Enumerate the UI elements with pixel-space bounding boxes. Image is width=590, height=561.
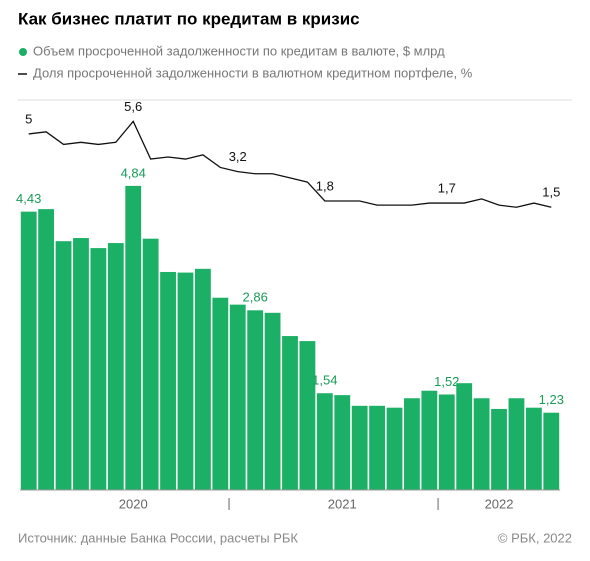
- bar: [543, 412, 560, 490]
- x-tick-label: 2021: [328, 496, 357, 511]
- line: [28, 120, 552, 208]
- bar: [316, 393, 333, 490]
- bar-label: 4,43: [16, 191, 41, 206]
- bar: [334, 395, 351, 490]
- bar: [421, 390, 438, 490]
- bar: [125, 185, 142, 491]
- bar: [299, 341, 316, 490]
- bar: [160, 271, 176, 490]
- bar: [177, 272, 194, 490]
- bar: [282, 336, 298, 490]
- bar: [142, 238, 159, 490]
- line-label: 1,8: [316, 178, 334, 193]
- bar-label: 1,23: [539, 392, 564, 407]
- bar: [107, 243, 124, 490]
- bar: [491, 408, 507, 490]
- bar: [38, 209, 55, 490]
- bar: [194, 268, 211, 490]
- chart-title: Как бизнес платит по кредитам в кризис: [18, 9, 360, 28]
- line-label: 1,5: [542, 185, 560, 200]
- bar: [264, 312, 281, 490]
- copyright: © РБК, 2022: [498, 530, 572, 545]
- x-tick-label: 2022: [485, 496, 514, 511]
- legend-label: Доля просроченной задолженности в валютн…: [33, 65, 473, 80]
- bar: [525, 407, 542, 490]
- bar: [369, 405, 386, 490]
- legend-label: Объем просроченной задолженности по кред…: [33, 43, 445, 58]
- bar: [247, 310, 264, 490]
- bar: [73, 238, 89, 490]
- bar-label: 1,52: [434, 374, 459, 389]
- line-label: 5: [25, 111, 32, 126]
- line-label: 1,7: [438, 180, 456, 195]
- legend-swatch: [19, 48, 27, 56]
- line-label: 5,6: [124, 99, 142, 114]
- bar-label: 2,86: [243, 290, 268, 305]
- bar: [229, 304, 246, 490]
- bar: [212, 297, 229, 490]
- bar-label: 4,84: [121, 165, 146, 180]
- bar: [473, 398, 490, 490]
- bar: [90, 248, 107, 490]
- bar: [351, 405, 368, 490]
- bar: [55, 241, 72, 490]
- bar: [386, 407, 403, 490]
- bar: [456, 383, 473, 490]
- bar: [438, 394, 455, 490]
- bar: [508, 398, 525, 490]
- bar-label: 1,54: [312, 373, 337, 388]
- bar: [404, 398, 420, 490]
- line-label: 3,2: [229, 149, 247, 164]
- x-tick-label: 2020: [119, 496, 148, 511]
- source: Источник: данные Банка России, расчеты Р…: [18, 530, 298, 545]
- bar: [20, 211, 37, 491]
